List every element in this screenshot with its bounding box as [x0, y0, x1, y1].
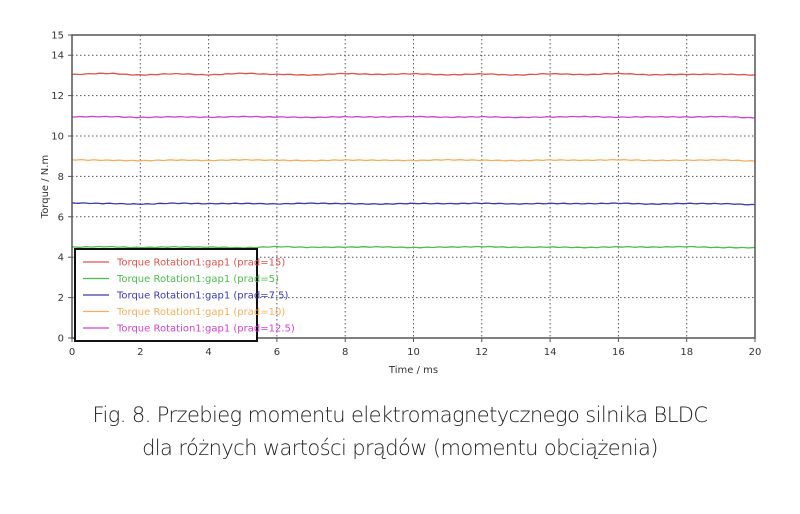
legend: Torque Rotation1:gap1 (prad=15) Torque Ro…	[74, 248, 295, 342]
y-axis-label: Torque / N.m	[40, 155, 51, 219]
legend-item: Torque Rotation1:gap1 (prad=15)	[83, 258, 285, 269]
y-tick-label: 6	[58, 212, 64, 223]
series-line	[72, 115, 756, 119]
x-tick-label: 2	[137, 347, 143, 358]
legend-label: Torque Rotation1:gap1 (prad=7.5)	[116, 291, 289, 302]
torque-chart: 0 2 4 6 8 10 12 14 15 0 2 4 6 8 10 12 14 16 18 20 Time / m…	[40, 31, 762, 377]
x-tick-label: 10	[407, 347, 420, 358]
x-tick-label: 4	[205, 347, 211, 358]
x-tick-label: 8	[342, 347, 348, 358]
y-tick-label: 14	[51, 51, 64, 62]
y-tick-label: 8	[58, 172, 64, 183]
y-tick-label: 0	[58, 334, 64, 345]
legend-label: Torque Rotation1:gap1 (prad=12.5)	[116, 324, 295, 335]
y-tick-label: 15	[51, 31, 64, 42]
series-line	[71, 202, 756, 206]
series-line	[71, 72, 756, 76]
legend-label: Torque Rotation1:gap1 (prad=5)	[116, 274, 279, 285]
figure-caption-line-2: dla różnych wartości prądów (momentu obc…	[142, 436, 658, 460]
legend-item: Torque Rotation1:gap1 (prad=7.5)	[83, 291, 289, 302]
y-tick-label: 2	[58, 293, 64, 304]
x-tick-label: 18	[680, 347, 693, 358]
legend-item: Torque Rotation1:gap1 (prad=5)	[83, 274, 279, 285]
x-tick-label: 6	[274, 347, 280, 358]
x-axis-ticks: 0 2 4 6 8 10 12 14 16 18 20	[69, 338, 762, 358]
x-tick-label: 16	[612, 347, 625, 358]
y-tick-label: 4	[58, 253, 64, 264]
series-line	[71, 245, 756, 249]
x-axis-label: Time / ms	[388, 365, 438, 376]
x-tick-label: 20	[749, 347, 762, 358]
legend-item: Torque Rotation1:gap1 (prad=10)	[83, 307, 285, 318]
data-series	[71, 72, 756, 249]
legend-label: Torque Rotation1:gap1 (prad=15)	[116, 258, 285, 269]
y-axis-ticks: 0 2 4 6 8 10 12 14 15	[51, 31, 72, 345]
y-tick-label: 12	[51, 91, 64, 102]
figure-caption-line-1: Fig. 8. Przebieg momentu elektromagnetyc…	[92, 403, 709, 427]
y-tick-label: 10	[51, 132, 64, 143]
legend-item: Torque Rotation1:gap1 (prad=12.5)	[83, 324, 295, 335]
x-tick-label: 0	[69, 347, 75, 358]
x-tick-label: 12	[475, 347, 488, 358]
series-line	[71, 158, 756, 162]
x-tick-label: 14	[544, 347, 557, 358]
grid-lines	[72, 35, 755, 338]
legend-label: Torque Rotation1:gap1 (prad=10)	[116, 307, 285, 318]
